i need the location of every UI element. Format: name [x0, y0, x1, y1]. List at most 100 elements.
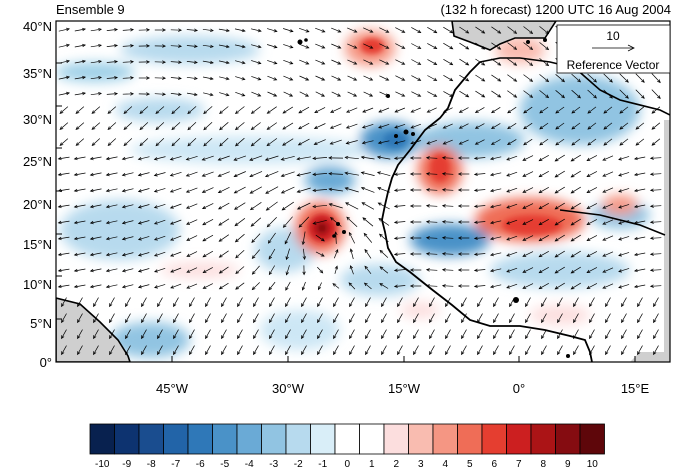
- wind-vector-head: [298, 126, 303, 130]
- wind-vector-head: [649, 156, 654, 160]
- wind-vector: [602, 219, 614, 225]
- wind-vector-head: [73, 252, 78, 257]
- wind-vector-head: [353, 29, 358, 33]
- wind-vector-head: [618, 189, 623, 193]
- wind-vector: [522, 235, 534, 241]
- wind-vector-head: [586, 253, 591, 257]
- wind-vector: [506, 203, 518, 209]
- wind-vector-head: [328, 156, 333, 160]
- wind-vector-head: [577, 78, 581, 83]
- wind-vector: [77, 297, 83, 307]
- colorbar-label: 0: [344, 459, 350, 470]
- wind-vector-head: [541, 319, 545, 324]
- wind-vector-head: [157, 351, 161, 356]
- colorbar-box: [310, 423, 336, 455]
- wind-vector: [378, 123, 390, 129]
- wind-vector-head: [493, 351, 497, 356]
- wind-vector: [283, 75, 293, 81]
- lon-label-15w: 15°W: [388, 381, 421, 396]
- wind-vector: [571, 266, 581, 274]
- wind-vector-head: [513, 46, 518, 50]
- wind-vector: [90, 236, 102, 240]
- wind-vector-head: [618, 221, 623, 225]
- wind-vector-head: [280, 190, 285, 194]
- wind-vector: [219, 92, 229, 96]
- wind-vector-head: [637, 351, 641, 356]
- wind-vector: [138, 188, 150, 192]
- wind-vector: [411, 75, 421, 81]
- wind-vector-head: [481, 62, 486, 66]
- wind-vector-head: [589, 319, 593, 324]
- wind-vector-head: [312, 204, 317, 209]
- wind-vector: [539, 138, 549, 146]
- wind-vector-head: [241, 60, 246, 65]
- wind-vector-head: [545, 62, 550, 67]
- wind-vector: [90, 268, 102, 272]
- wind-vector: [605, 345, 611, 355]
- wind-vector-head: [523, 125, 528, 130]
- wind-vector-head: [313, 141, 318, 145]
- wind-vector-head: [497, 46, 502, 50]
- wind-vector: [298, 138, 310, 146]
- wind-vector-head: [490, 268, 494, 273]
- wind-vector-head: [155, 126, 160, 131]
- wind-vector-head: [393, 236, 398, 240]
- wind-vector-head: [458, 141, 463, 145]
- wind-vector-head: [429, 335, 433, 340]
- wind-vector: [265, 155, 279, 161]
- wind-vector: [250, 28, 262, 32]
- wind-vector: [139, 138, 149, 146]
- wind-vector: [394, 189, 406, 191]
- wind-vector-head: [225, 93, 230, 97]
- reference-vector-box: 10 Reference Vector: [556, 24, 671, 74]
- wind-vector: [475, 58, 485, 66]
- wind-vector-head: [61, 303, 65, 308]
- wind-vector: [379, 233, 389, 243]
- wind-vector-head: [538, 173, 543, 178]
- coastline-gulf: [559, 209, 666, 236]
- wind-vector-head: [477, 351, 481, 356]
- wind-vector-head: [409, 252, 414, 256]
- wind-vector-head: [344, 155, 349, 160]
- wind-vector-head: [312, 156, 317, 161]
- wind-vector: [251, 91, 261, 97]
- wind-vector-head: [194, 28, 199, 32]
- wind-vector-head: [89, 236, 94, 241]
- wind-vector: [621, 297, 627, 307]
- wind-vector-head: [365, 303, 369, 308]
- wind-vector: [186, 251, 198, 257]
- wind-vector-head: [121, 253, 126, 257]
- wind-vector: [490, 284, 502, 288]
- colorbar-box: [89, 423, 115, 455]
- wind-vector: [299, 43, 309, 49]
- wind-vector: [361, 202, 375, 210]
- wind-vector: [475, 139, 485, 145]
- wind-vector-head: [634, 204, 638, 209]
- wind-vector: [634, 284, 646, 288]
- wind-vector-head: [529, 94, 534, 98]
- wind-vector-head: [649, 172, 654, 176]
- wind-vector-head: [577, 94, 582, 99]
- wind-vector-head: [634, 236, 638, 241]
- wind-vector-head: [280, 157, 285, 161]
- islands: [297, 38, 570, 358]
- wind-vector-head: [602, 157, 607, 161]
- wind-vector-head: [205, 335, 209, 340]
- wind-vector-head: [218, 238, 223, 242]
- wind-vector: [522, 187, 534, 193]
- wind-vector: [125, 297, 131, 307]
- wind-vector: [218, 171, 230, 177]
- wind-vector: [93, 329, 99, 339]
- wind-vector: [365, 345, 371, 355]
- wind-vector: [410, 140, 422, 144]
- wind-vector-head: [445, 303, 449, 308]
- wind-vector: [109, 297, 115, 307]
- wind-vector: [75, 106, 85, 114]
- wind-vector-head: [465, 93, 470, 98]
- wind-vector-head: [561, 78, 566, 83]
- wind-vector-head: [634, 220, 638, 225]
- wind-vector: [426, 205, 438, 207]
- wind-vector: [586, 203, 598, 209]
- wind-vector: [459, 139, 469, 145]
- wind-vector-head: [285, 351, 289, 356]
